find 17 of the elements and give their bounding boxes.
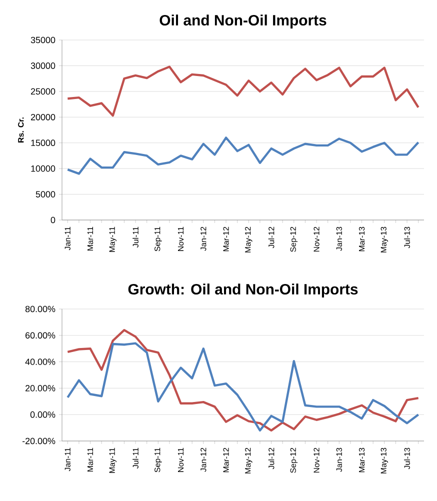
y-tick-label: 5000 xyxy=(36,191,56,198)
y-tick-label: 10000 xyxy=(31,165,56,172)
line-series xyxy=(66,136,420,175)
y-tick-label: -20.00% xyxy=(22,438,56,444)
chart-title: Growth: Oil and Non-Oil Imports xyxy=(128,284,358,298)
y-tick-label: 80.00% xyxy=(25,306,56,312)
y-tick-label: 20.00% xyxy=(26,385,56,392)
y-tick-label: 35000 xyxy=(30,36,56,44)
y-tick-label: 40.00% xyxy=(25,358,56,365)
y-tick-label: 60.00% xyxy=(26,332,56,339)
y-tick-label: 25000 xyxy=(31,88,56,95)
y-tick-label: 20000 xyxy=(31,114,56,120)
y-tick-label: 15000 xyxy=(31,140,56,146)
y-tick-label: 0.00% xyxy=(30,411,56,418)
y-tick-label: 0 xyxy=(50,216,56,224)
chart-title: Oil and Non-Oil Imports xyxy=(160,14,326,28)
y-tick-label: 30000 xyxy=(30,62,56,69)
